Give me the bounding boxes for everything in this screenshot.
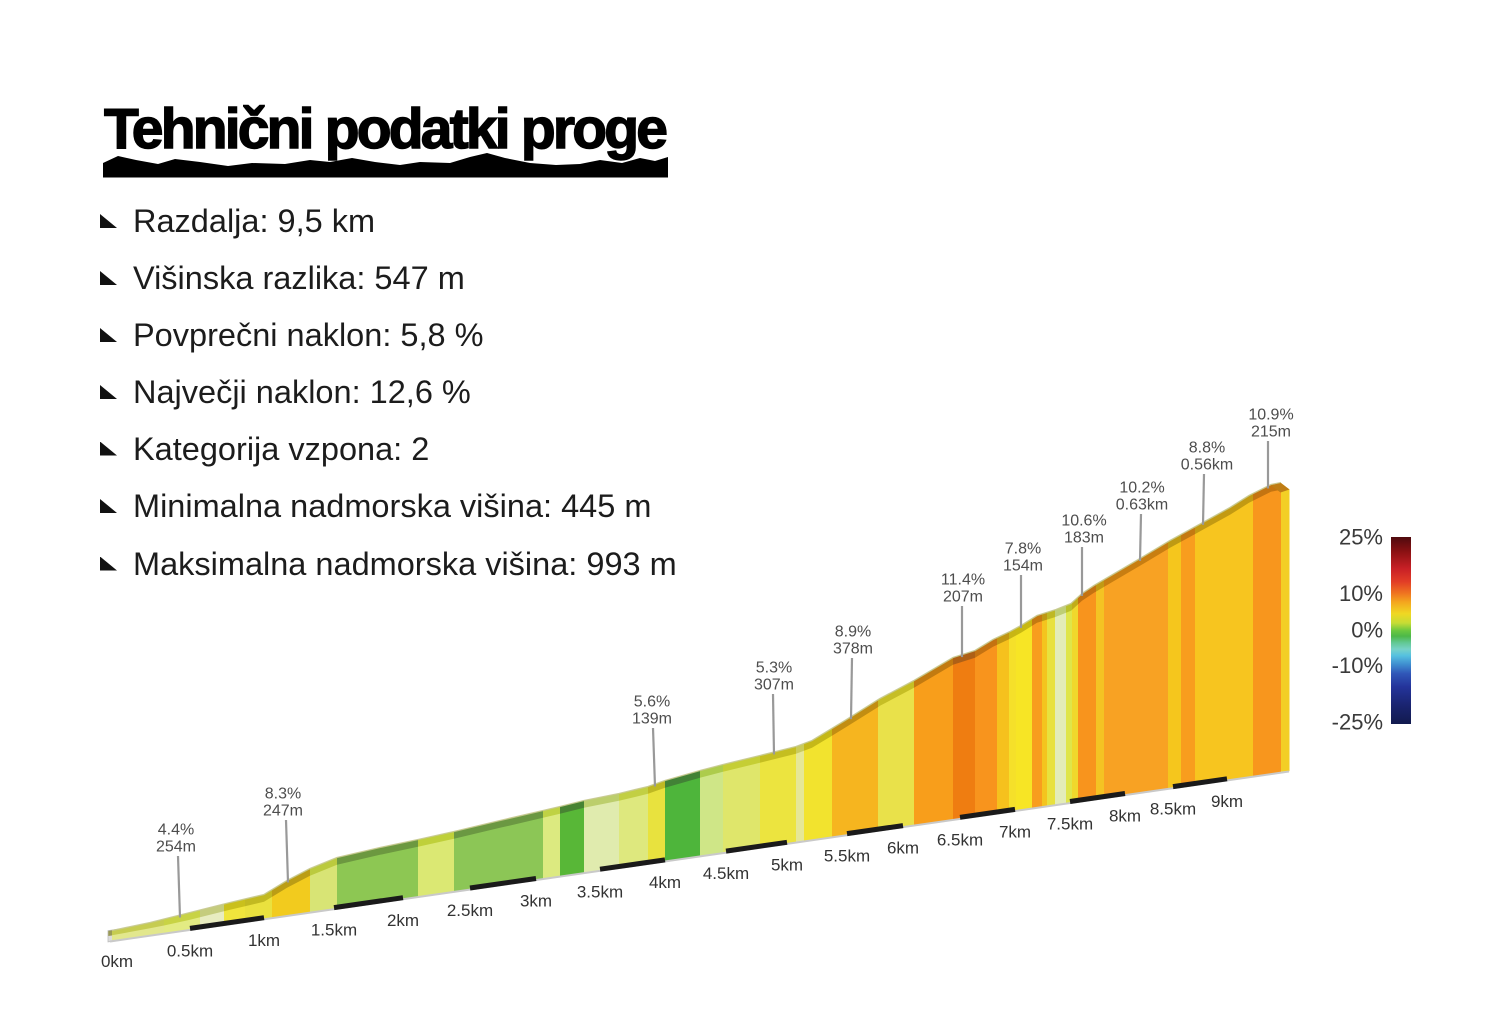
svg-text:183m: 183m [1064,530,1104,547]
svg-text:7.8%: 7.8% [1005,541,1041,558]
svg-text:8.5km: 8.5km [1150,800,1196,819]
svg-text:9km: 9km [1211,792,1243,811]
svg-text:5.5km: 5.5km [824,847,870,866]
svg-text:4.5km: 4.5km [703,864,749,883]
svg-text:10%: 10% [1339,581,1383,606]
svg-text:8.9%: 8.9% [835,624,871,641]
svg-text:10.2%: 10.2% [1119,480,1164,497]
svg-text:5.6%: 5.6% [634,694,670,711]
svg-text:307m: 307m [754,677,794,694]
svg-text:215m: 215m [1251,424,1291,441]
svg-text:3km: 3km [520,892,552,911]
svg-text:25%: 25% [1339,525,1383,550]
svg-text:1km: 1km [248,931,280,950]
svg-text:7km: 7km [999,823,1031,842]
svg-text:378m: 378m [833,641,873,658]
svg-text:0km: 0km [101,952,133,971]
svg-text:7.5km: 7.5km [1047,815,1093,834]
svg-text:5km: 5km [771,855,803,874]
svg-text:8.8%: 8.8% [1189,440,1225,457]
svg-text:154m: 154m [1003,558,1043,575]
svg-text:6.5km: 6.5km [937,830,983,849]
svg-text:3.5km: 3.5km [577,882,623,901]
svg-text:10.9%: 10.9% [1248,407,1293,424]
svg-text:1.5km: 1.5km [311,921,357,940]
svg-text:4km: 4km [649,873,681,892]
svg-text:247m: 247m [263,803,303,820]
svg-text:254m: 254m [156,839,196,856]
svg-text:0%: 0% [1351,618,1383,643]
svg-text:4.4%: 4.4% [158,822,194,839]
svg-text:0.56km: 0.56km [1181,457,1233,474]
svg-text:2km: 2km [387,911,419,930]
svg-text:8km: 8km [1109,807,1141,826]
svg-text:11.4%: 11.4% [941,572,985,589]
svg-text:2.5km: 2.5km [447,901,493,920]
svg-text:-10%: -10% [1332,653,1383,678]
svg-text:139m: 139m [632,711,672,728]
svg-text:5.3%: 5.3% [756,660,792,677]
svg-text:207m: 207m [943,589,983,606]
svg-text:6km: 6km [887,839,919,858]
svg-text:8.3%: 8.3% [265,786,301,803]
svg-text:-25%: -25% [1332,710,1383,735]
svg-text:0.63km: 0.63km [1116,497,1168,514]
svg-text:10.6%: 10.6% [1061,513,1106,530]
svg-text:0.5km: 0.5km [167,942,213,961]
